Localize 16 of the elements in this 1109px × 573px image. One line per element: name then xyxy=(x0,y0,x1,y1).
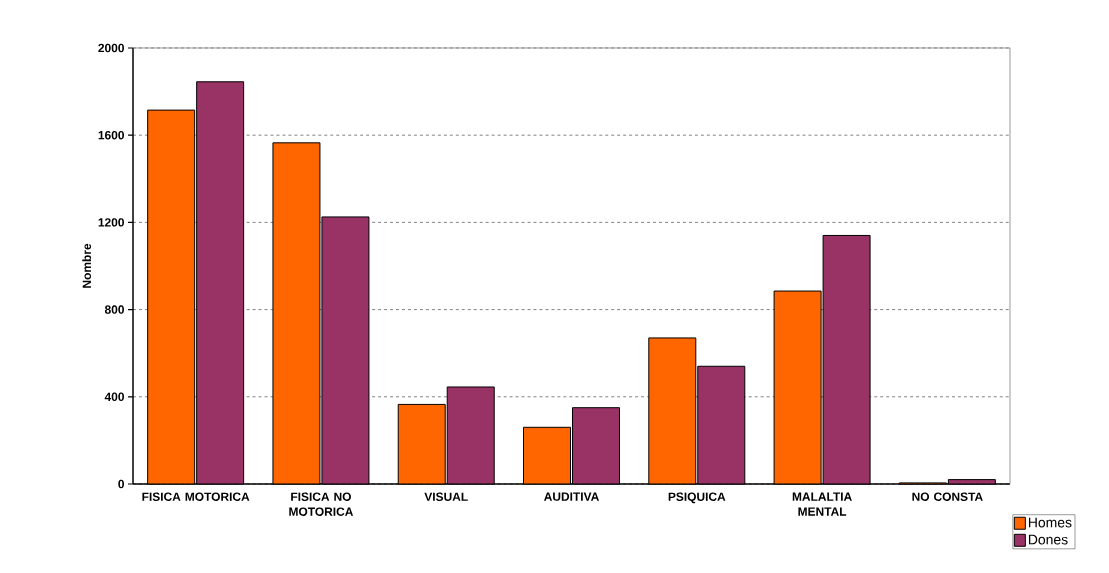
x-tick-label: VISUAL xyxy=(424,492,468,501)
legend-label: Dones xyxy=(1028,534,1068,545)
y-axis-title: Nombre xyxy=(82,243,92,288)
x-tick-label: FISICA MOTORICA xyxy=(142,492,250,501)
y-tick-label: 0 xyxy=(118,479,124,489)
y-tick-label: 1200 xyxy=(98,218,124,227)
y-tick-label: 800 xyxy=(104,305,124,314)
y-tick-label: 1600 xyxy=(98,130,124,140)
x-tick-label: NO CONSTA xyxy=(912,492,983,501)
x-tick-label: FISICA NO MOTORICA xyxy=(289,492,354,516)
x-tick-label: AUDITIVA xyxy=(544,492,599,501)
x-tick-label: PSIQUICA xyxy=(668,492,726,504)
y-tick-label: 2000 xyxy=(98,43,124,53)
x-tick-label: MALALTIA MENTAL xyxy=(792,492,852,516)
legend-label: Homes xyxy=(1028,517,1072,528)
y-tick-label: 400 xyxy=(104,392,124,402)
